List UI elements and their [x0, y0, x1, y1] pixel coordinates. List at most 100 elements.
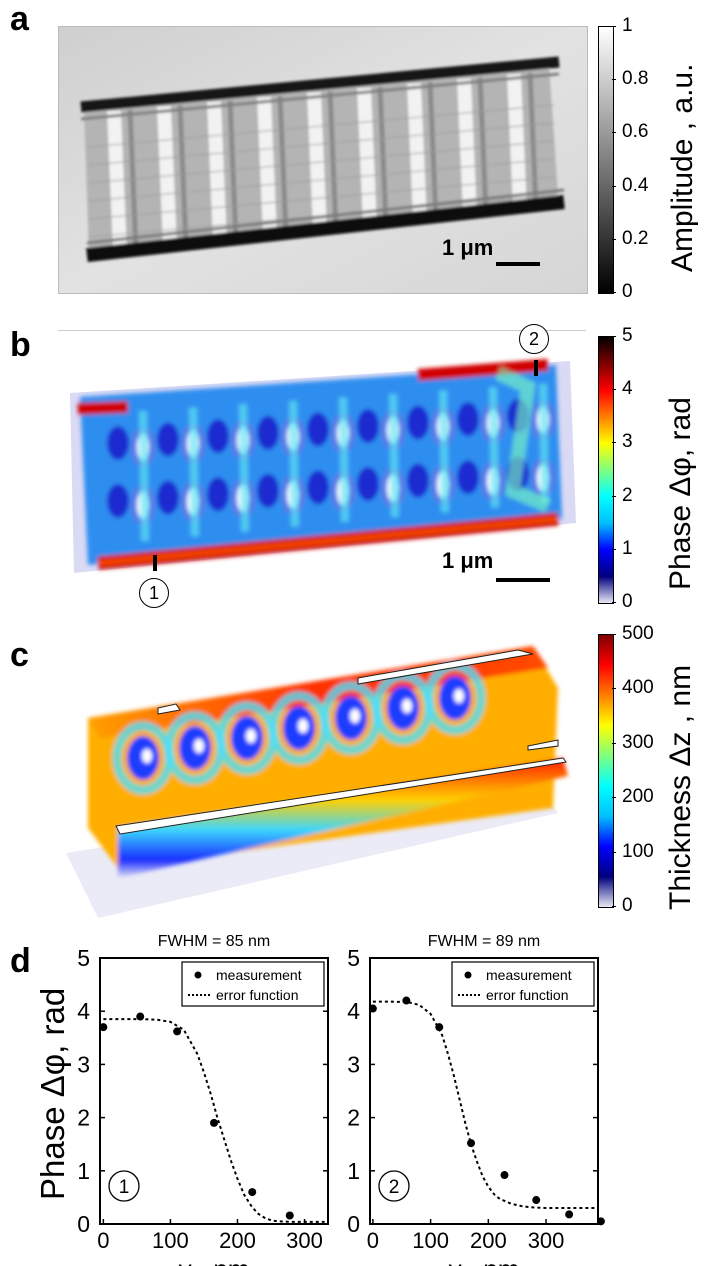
measurement-point	[565, 1210, 574, 1219]
measurement-point	[596, 1217, 605, 1226]
y-tick-label: 3	[347, 1051, 360, 1077]
colorbar-tick-mark	[612, 495, 616, 497]
chart-title: FWHM = 85 nm	[158, 933, 270, 950]
x-tick-label: 300	[528, 1228, 565, 1253]
amplitude-image	[58, 26, 588, 294]
chart-title: FWHM = 89 nm	[428, 933, 540, 950]
colorbar-tick-mark	[612, 292, 616, 293]
colorbar-tick-b: 0	[622, 591, 633, 612]
y-tick-label: 1	[347, 1158, 360, 1184]
colorbar-tick-c: 200	[622, 786, 654, 808]
colorbar-tick-c: 400	[622, 677, 654, 699]
colorbar-tick-c: 100	[622, 840, 654, 862]
legend-label-measurement: measurement	[486, 967, 572, 983]
thickness-3d-image	[58, 628, 586, 918]
colorbar-tick-mark	[612, 185, 616, 187]
chart-marker-circle	[378, 1170, 410, 1202]
colorbar-tick-mark	[612, 906, 616, 907]
colorbar-tick-mark	[612, 238, 616, 240]
measurement-point	[402, 996, 411, 1005]
y-tick-label: 0	[77, 1211, 90, 1237]
x-tick-label: 0	[97, 1228, 109, 1253]
legend-label-fit: error function	[216, 987, 298, 1003]
colorbar-tick-mark	[612, 442, 616, 444]
colorbar-tick-a: 0.8	[622, 68, 649, 90]
colorbar-tick-mark	[612, 26, 616, 27]
legend-box	[451, 961, 595, 1007]
colorbar-tick-b: 4	[622, 378, 633, 400]
measurement-point	[500, 1171, 509, 1180]
panel-letter-a: a	[10, 0, 29, 38]
colorbar-tick-a: 0	[622, 281, 633, 302]
x-tick-label: 200	[219, 1228, 256, 1253]
chart-marker-label: 2	[389, 1177, 400, 1198]
y-tick-label: 2	[347, 1105, 360, 1131]
y-tick-label: 2	[77, 1105, 90, 1131]
colorbar-label-c: Thickness Δz , nm	[664, 664, 697, 910]
x-tick-label: 200	[470, 1228, 507, 1253]
colorbar-tick-mark	[612, 602, 616, 603]
chart-2: FWHM = 89 nm 0 1 2 3 4 5 0 100 200 300 y , nm measur…	[347, 933, 605, 1266]
legend-marker-measurement	[194, 971, 202, 979]
colorbar-a	[598, 26, 614, 294]
measurement-point	[285, 1211, 294, 1220]
colorbar-tick-mark	[612, 548, 616, 550]
colorbar-tick-a: 0.4	[622, 174, 649, 196]
colorbar-tick-mark	[612, 851, 616, 853]
colorbar-tick-mark	[612, 634, 616, 635]
panel-letter-d: d	[10, 942, 31, 980]
y-tick-label: 1	[77, 1158, 90, 1184]
y-tick-label: 5	[347, 945, 360, 971]
legend-box	[181, 961, 325, 1007]
scale-bar-b	[496, 578, 550, 582]
error-function-line	[372, 1000, 596, 1210]
colorbar-b	[598, 336, 614, 604]
phase-image	[58, 330, 586, 607]
legend-label-fit: error function	[486, 987, 568, 1003]
x-axis-label: y , nm	[449, 1254, 520, 1266]
scale-bar-a	[496, 262, 540, 266]
colorbar-tick-a: 0.2	[622, 227, 649, 249]
colorbar-tick-b: 3	[622, 431, 633, 453]
colorbar-tick-b: 5	[622, 325, 633, 346]
y-tick-label: 4	[77, 998, 90, 1024]
measurement-point	[467, 1139, 476, 1148]
x-tick-label: 300	[286, 1228, 323, 1253]
colorbar-tick-mark	[612, 742, 616, 744]
colorbar-c	[598, 634, 614, 908]
error-function-line	[103, 1018, 325, 1223]
colorbar-tick-mark	[612, 797, 616, 799]
y-tick-label: 3	[77, 1051, 90, 1077]
measurement-point	[210, 1118, 218, 1127]
colorbar-tick-mark	[612, 132, 616, 134]
y-tick-label: 0	[347, 1211, 360, 1237]
legend-marker-measurement	[464, 971, 472, 979]
x-tick-label: 100	[152, 1228, 189, 1253]
colorbar-tick-c: 0	[622, 895, 633, 916]
colorbar-tick-mark	[612, 688, 616, 690]
marker-2: 2	[519, 324, 549, 354]
colorbar-tick-b: 2	[622, 484, 633, 506]
colorbar-tick-mark	[612, 389, 616, 391]
marker-1: 1	[139, 578, 169, 608]
x-tick-label: 0	[367, 1228, 379, 1253]
marker-tick-2	[534, 360, 538, 376]
panel-letter-b: b	[10, 326, 31, 364]
scale-bar-label-a: 1 μm	[442, 235, 494, 260]
measurement-point	[173, 1027, 182, 1036]
chart-1: FWHM = 85 nm 0 1 2 3 4 5 0 100 200 300 y , nm measur…	[77, 933, 329, 1266]
profile-charts: FWHM = 85 nm0123450100200300y , nmmeasur…	[77, 933, 605, 1266]
chart-marker-circle	[108, 1170, 140, 1202]
measurement-point	[248, 1188, 257, 1197]
legend-label-measurement: measurement	[216, 967, 302, 983]
y-tick-label: 5	[77, 945, 90, 971]
colorbar-label-b: Phase Δφ, rad	[664, 397, 697, 590]
colorbar-label-a: Amplitude , a.u.	[666, 63, 699, 272]
colorbar-tick-b: 1	[622, 537, 633, 559]
x-axis-label: y , nm	[179, 1254, 250, 1266]
measurement-point	[368, 1004, 377, 1013]
colorbar-tick-a: 0.6	[622, 121, 649, 143]
colorbar-tick-c: 300	[622, 731, 654, 753]
colorbar-tick-mark	[612, 79, 616, 81]
measurement-point	[532, 1196, 541, 1205]
